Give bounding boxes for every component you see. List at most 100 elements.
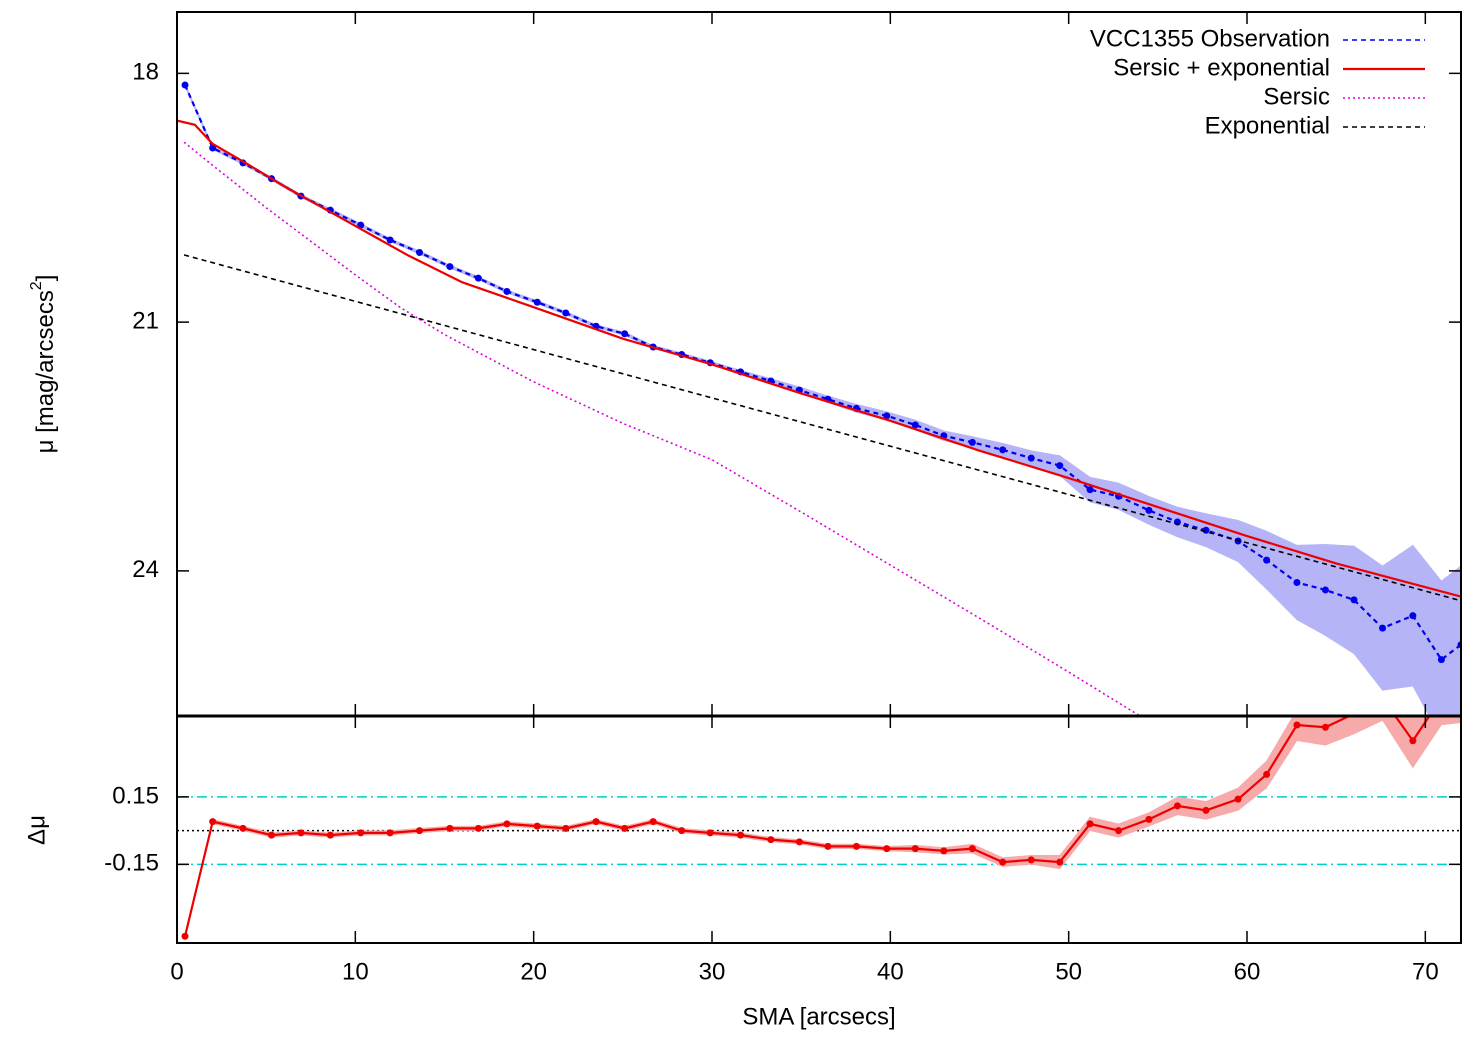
data-point — [533, 298, 541, 306]
data-point — [562, 824, 570, 832]
series-line — [183, 716, 1431, 937]
error-band — [1441, 716, 1461, 726]
data-point — [1263, 770, 1271, 778]
error-band — [1205, 513, 1239, 563]
error-band — [1412, 544, 1442, 716]
error-band — [1237, 519, 1267, 590]
data-point — [562, 309, 570, 317]
error-band — [1177, 506, 1207, 548]
data-point — [474, 824, 482, 832]
data-point — [209, 144, 217, 152]
data-point — [795, 838, 803, 846]
data-point — [706, 829, 714, 837]
series-line — [177, 119, 1461, 598]
error-band — [1296, 716, 1326, 746]
data-point — [1437, 656, 1445, 664]
data-point — [1086, 820, 1094, 828]
frame — [176, 11, 1462, 944]
data-point — [1027, 856, 1035, 864]
y-axis-label: Δμ — [23, 815, 50, 845]
data-point — [968, 845, 976, 853]
data-point — [446, 824, 454, 832]
series-line — [184, 84, 1461, 662]
data-point — [268, 831, 276, 839]
data-point — [1263, 556, 1271, 564]
data-point — [1409, 612, 1417, 620]
data-point — [181, 932, 189, 940]
x-tick-label: 60 — [1234, 958, 1261, 985]
data-point — [883, 845, 891, 853]
data-point — [533, 822, 541, 830]
data-point — [852, 842, 860, 850]
data-point — [592, 818, 600, 826]
y-axis-label: μ [mag/arcsecs2] — [28, 275, 59, 454]
data-point — [678, 827, 686, 835]
y-tick-label: 24 — [132, 556, 159, 583]
data-point — [1202, 806, 1210, 814]
data-point — [999, 446, 1007, 454]
y-label-sup: 2 — [28, 281, 45, 290]
y-label-end: ] — [32, 275, 59, 282]
data-point — [416, 827, 424, 835]
legend-label: Exponential — [1205, 112, 1330, 139]
data-point — [1234, 795, 1242, 803]
data-point — [911, 845, 919, 853]
bottom-plot — [177, 695, 1461, 940]
x-tick-label: 70 — [1412, 958, 1439, 985]
data-point — [737, 831, 745, 839]
data-point — [1173, 802, 1181, 810]
data-point — [649, 818, 657, 826]
data-point — [1379, 624, 1387, 632]
error-band — [1266, 716, 1298, 789]
series-line — [183, 254, 1461, 602]
data-point — [386, 236, 394, 244]
y-tick-label: -0.15 — [104, 850, 159, 877]
legend-label: Sersic — [1263, 83, 1330, 110]
data-point — [1115, 827, 1123, 835]
data-point — [326, 831, 334, 839]
series-line — [183, 141, 1141, 716]
data-point — [824, 842, 832, 850]
data-point — [621, 330, 629, 338]
data-point — [1293, 578, 1301, 586]
data-point — [1145, 815, 1153, 823]
data-point — [503, 287, 511, 295]
top-plot — [177, 81, 1461, 716]
data-point — [1379, 695, 1386, 702]
x-tick-label: 50 — [1055, 958, 1082, 985]
data-point — [1321, 723, 1329, 731]
data-point — [181, 81, 189, 89]
error-band — [1059, 455, 1091, 503]
data-point — [446, 263, 454, 271]
data-point — [1350, 596, 1358, 604]
data-point — [239, 824, 247, 832]
x-tick-label: 10 — [342, 958, 369, 985]
data-point — [209, 818, 217, 826]
x-axis-label: SMA [arcsecs] — [742, 1003, 895, 1030]
data-point — [767, 836, 775, 844]
x-tick-label: 20 — [520, 958, 547, 985]
x-tick-label: 30 — [699, 958, 726, 985]
data-point — [621, 824, 629, 832]
data-point — [1056, 858, 1064, 866]
y-tick-label: 0.15 — [112, 782, 159, 809]
data-point — [940, 847, 948, 855]
data-point — [503, 820, 511, 828]
y-tick-label: 18 — [132, 59, 159, 86]
legend-label: VCC1355 Observation — [1090, 25, 1330, 52]
y-tick-label: 21 — [132, 307, 159, 334]
data-point — [474, 274, 482, 282]
data-point — [999, 858, 1007, 866]
data-point — [1409, 737, 1417, 745]
y-label-text: μ [mag/arcsecs — [32, 290, 59, 453]
x-tick-label: 40 — [877, 958, 904, 985]
data-point — [968, 438, 976, 446]
data-point — [1056, 462, 1064, 470]
legend-label: Sersic + exponential — [1113, 54, 1330, 81]
data-point — [1027, 454, 1035, 462]
data-point — [911, 421, 919, 429]
data-point — [1293, 721, 1301, 729]
error-band — [1353, 545, 1383, 692]
